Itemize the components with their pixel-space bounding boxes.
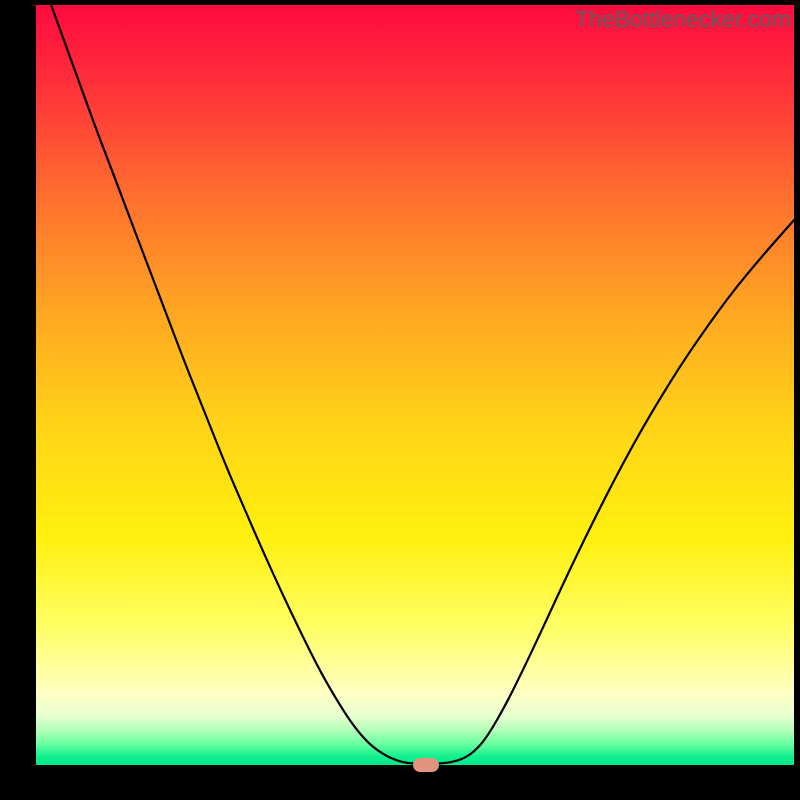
watermark-text: TheBottlenecker.com: [575, 6, 791, 33]
chart-svg: [0, 0, 800, 800]
bottleneck-chart: TheBottlenecker.com: [0, 0, 800, 800]
optimal-marker: [413, 758, 439, 772]
